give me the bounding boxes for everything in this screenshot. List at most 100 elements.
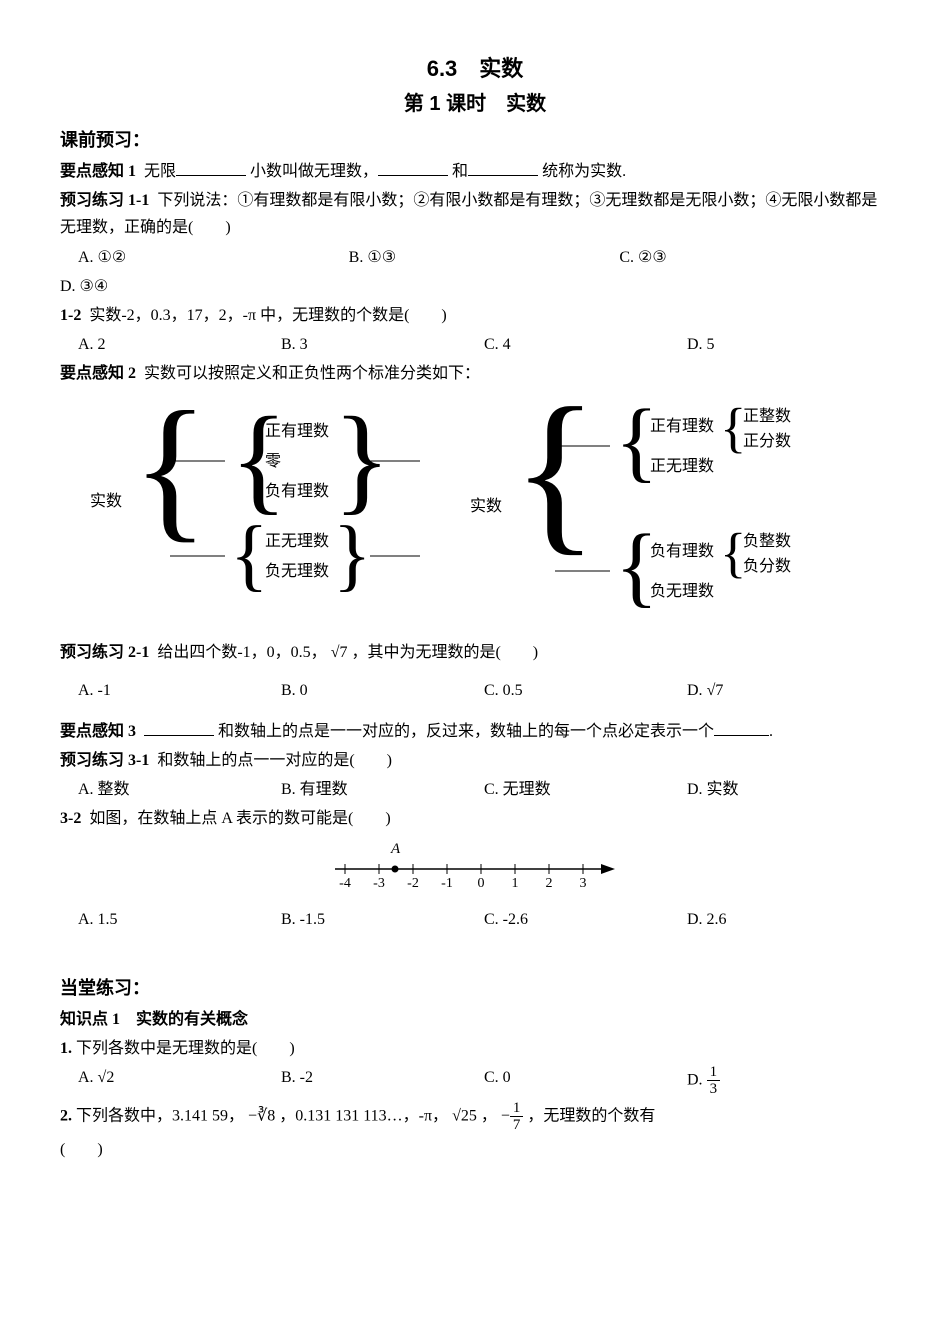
svg-text:正无理数: 正无理数: [650, 457, 714, 475]
opt-d: D. 5: [687, 331, 890, 358]
p21-post: ，其中为无理数的是( ): [351, 644, 538, 661]
opt-a: A. ①②: [78, 244, 349, 271]
svg-text:{: {: [615, 392, 658, 491]
tree-left: 实数 { { 正有理数 零 负有理数 } { 正无理数 负无理数 }: [85, 391, 425, 611]
p32-opts: A. 1.5 B. -1.5 C. -2.6 D. 2.6: [60, 906, 890, 933]
blank: [176, 159, 246, 176]
p11-body: 预习练习 1-1 下列说法：①有理数都是有限小数；②有限小数都是有理数；③无理数…: [60, 187, 890, 241]
yd3-t1: 和数轴上的点是一一对应的，反过来，数轴上的每一个点必定表示一个: [218, 723, 714, 740]
p32-label: 3-2: [60, 810, 81, 827]
opt-c: C. 0.5: [484, 677, 687, 704]
svg-text:正整数: 正整数: [743, 407, 791, 425]
p31-opts: A. 整数 B. 有理数 C. 无理数 D. 实数: [60, 776, 890, 803]
svg-text:正无理数: 正无理数: [265, 532, 329, 550]
p32-body: 3-2 如图，在数轴上点 A 表示的数可能是( ): [60, 805, 890, 832]
sqrt7: √7: [331, 644, 348, 661]
q2-paren: ( ): [60, 1136, 890, 1163]
svg-text:实数: 实数: [90, 492, 122, 510]
svg-text:-1: -1: [441, 876, 453, 889]
opt-b: B. -2: [281, 1064, 484, 1098]
blank: [468, 159, 538, 176]
svg-text:负有理数: 负有理数: [650, 542, 714, 560]
yd3-t2: .: [769, 723, 773, 740]
title-sub: 第 1 课时 实数: [60, 87, 890, 121]
svg-text:正有理数: 正有理数: [265, 422, 329, 440]
blank: [714, 719, 769, 736]
q1-opts: A. √2 B. -2 C. 0 D. 13: [60, 1064, 890, 1098]
section-preclass: 课前预习：: [60, 125, 890, 156]
q2-cuberoot: −∛8: [248, 1108, 275, 1125]
tree-right: 实数 { { 正有理数 { 正整数 正分数 正无理数 { 负有理数 { 负整数 …: [465, 391, 865, 621]
q2-post: ，无理数的个数有: [527, 1108, 655, 1125]
svg-text:负整数: 负整数: [743, 532, 791, 550]
title-main: 6.3 实数: [60, 50, 890, 87]
svg-text:负分数: 负分数: [743, 557, 791, 575]
q2-pre: 下列各数中，3.141 59，: [76, 1108, 244, 1125]
q1-label: 1.: [60, 1040, 72, 1057]
yd1-label: 要点感知 1: [60, 163, 136, 180]
yd1-line: 要点感知 1 无限 小数叫做无理数， 和 统称为实数.: [60, 158, 890, 185]
svg-text:实数: 实数: [470, 497, 502, 515]
opt-d: D. √7: [687, 677, 890, 704]
q1-text: 下列各数中是无理数的是( ): [76, 1040, 295, 1057]
yd1-t1: 无限: [144, 163, 176, 180]
blank: [378, 159, 448, 176]
p12-text: 实数-2，0.3，17，2，-π 中，无理数的个数是( ): [89, 307, 446, 324]
opt-d: D. 13: [687, 1064, 890, 1098]
opt-c: C. 无理数: [484, 776, 687, 803]
kp1: 知识点 1 实数的有关概念: [60, 1006, 890, 1033]
q2-label: 2.: [60, 1108, 72, 1125]
svg-text:A: A: [390, 841, 401, 857]
p12-label: 1-2: [60, 307, 81, 324]
opt-b: B. 0: [281, 677, 484, 704]
svg-text:{: {: [615, 517, 658, 616]
q2-mid2: ，: [481, 1108, 497, 1125]
blank: [144, 719, 214, 736]
svg-text:正分数: 正分数: [743, 432, 791, 450]
p31-text: 和数轴上的点一一对应的是( ): [157, 752, 392, 769]
svg-text:{: {: [230, 511, 268, 599]
svg-text:负有理数: 负有理数: [265, 482, 329, 500]
p12-opts: A. 2 B. 3 C. 4 D. 5: [60, 331, 890, 358]
q2-sqrt25: √25: [452, 1108, 477, 1125]
q2-fracpre: −: [501, 1108, 510, 1125]
q1-body: 1. 下列各数中是无理数的是( ): [60, 1035, 890, 1062]
q2-body: 2. 下列各数中，3.141 59， −∛8 ，0.131 131 113…，-…: [60, 1100, 890, 1134]
svg-text:-2: -2: [407, 876, 419, 889]
svg-text:负无理数: 负无理数: [265, 562, 329, 580]
opt-a: A. √2: [78, 1064, 281, 1098]
opt-c: C. 0: [484, 1064, 687, 1098]
p12-body: 1-2 实数-2，0.3，17，2，-π 中，无理数的个数是( ): [60, 302, 890, 329]
svg-text:正有理数: 正有理数: [650, 417, 714, 435]
p31-label: 预习练习 3-1: [60, 752, 149, 769]
opt-a: A. 2: [78, 331, 281, 358]
svg-text:2: 2: [546, 876, 553, 889]
opt-b: B. -1.5: [281, 906, 484, 933]
svg-text:0: 0: [478, 876, 485, 889]
yd3-label: 要点感知 3: [60, 723, 136, 740]
opt-c: C. -2.6: [484, 906, 687, 933]
opt-b: B. ①③: [349, 244, 620, 271]
p21-pre: 给出四个数-1，0，0.5，: [157, 644, 326, 661]
svg-text:1: 1: [512, 876, 519, 889]
svg-text:3: 3: [580, 876, 587, 889]
p11-label: 预习练习 1-1: [60, 192, 149, 209]
opt-a: A. 1.5: [78, 906, 281, 933]
opt-a: A. -1: [78, 677, 281, 704]
opt-a: A. 整数: [78, 776, 281, 803]
svg-text:}: }: [333, 392, 391, 525]
yd1-t3: 和: [452, 163, 468, 180]
p31-body: 预习练习 3-1 和数轴上的点一一对应的是( ): [60, 747, 890, 774]
p11-optd: D. ③④: [60, 273, 890, 300]
opt-d: D. 2.6: [687, 906, 890, 933]
svg-text:零: 零: [265, 453, 281, 470]
opt-c: C. ②③: [619, 244, 890, 271]
opt-d: D. 实数: [687, 776, 890, 803]
p11-text: 下列说法：①有理数都是有限小数；②有限小数都是有理数；③无理数都是无限小数；④无…: [60, 192, 877, 236]
svg-text:}: }: [333, 511, 371, 599]
yd1-t4: 统称为实数.: [542, 163, 626, 180]
svg-text:{: {: [512, 391, 598, 570]
brace-diagrams: 实数 { { 正有理数 零 负有理数 } { 正无理数 负无理数 } 实数 { …: [60, 391, 890, 621]
yd3-line: 要点感知 3 和数轴上的点是一一对应的，反过来，数轴上的每一个点必定表示一个.: [60, 718, 890, 745]
svg-text:{: {: [132, 391, 209, 556]
